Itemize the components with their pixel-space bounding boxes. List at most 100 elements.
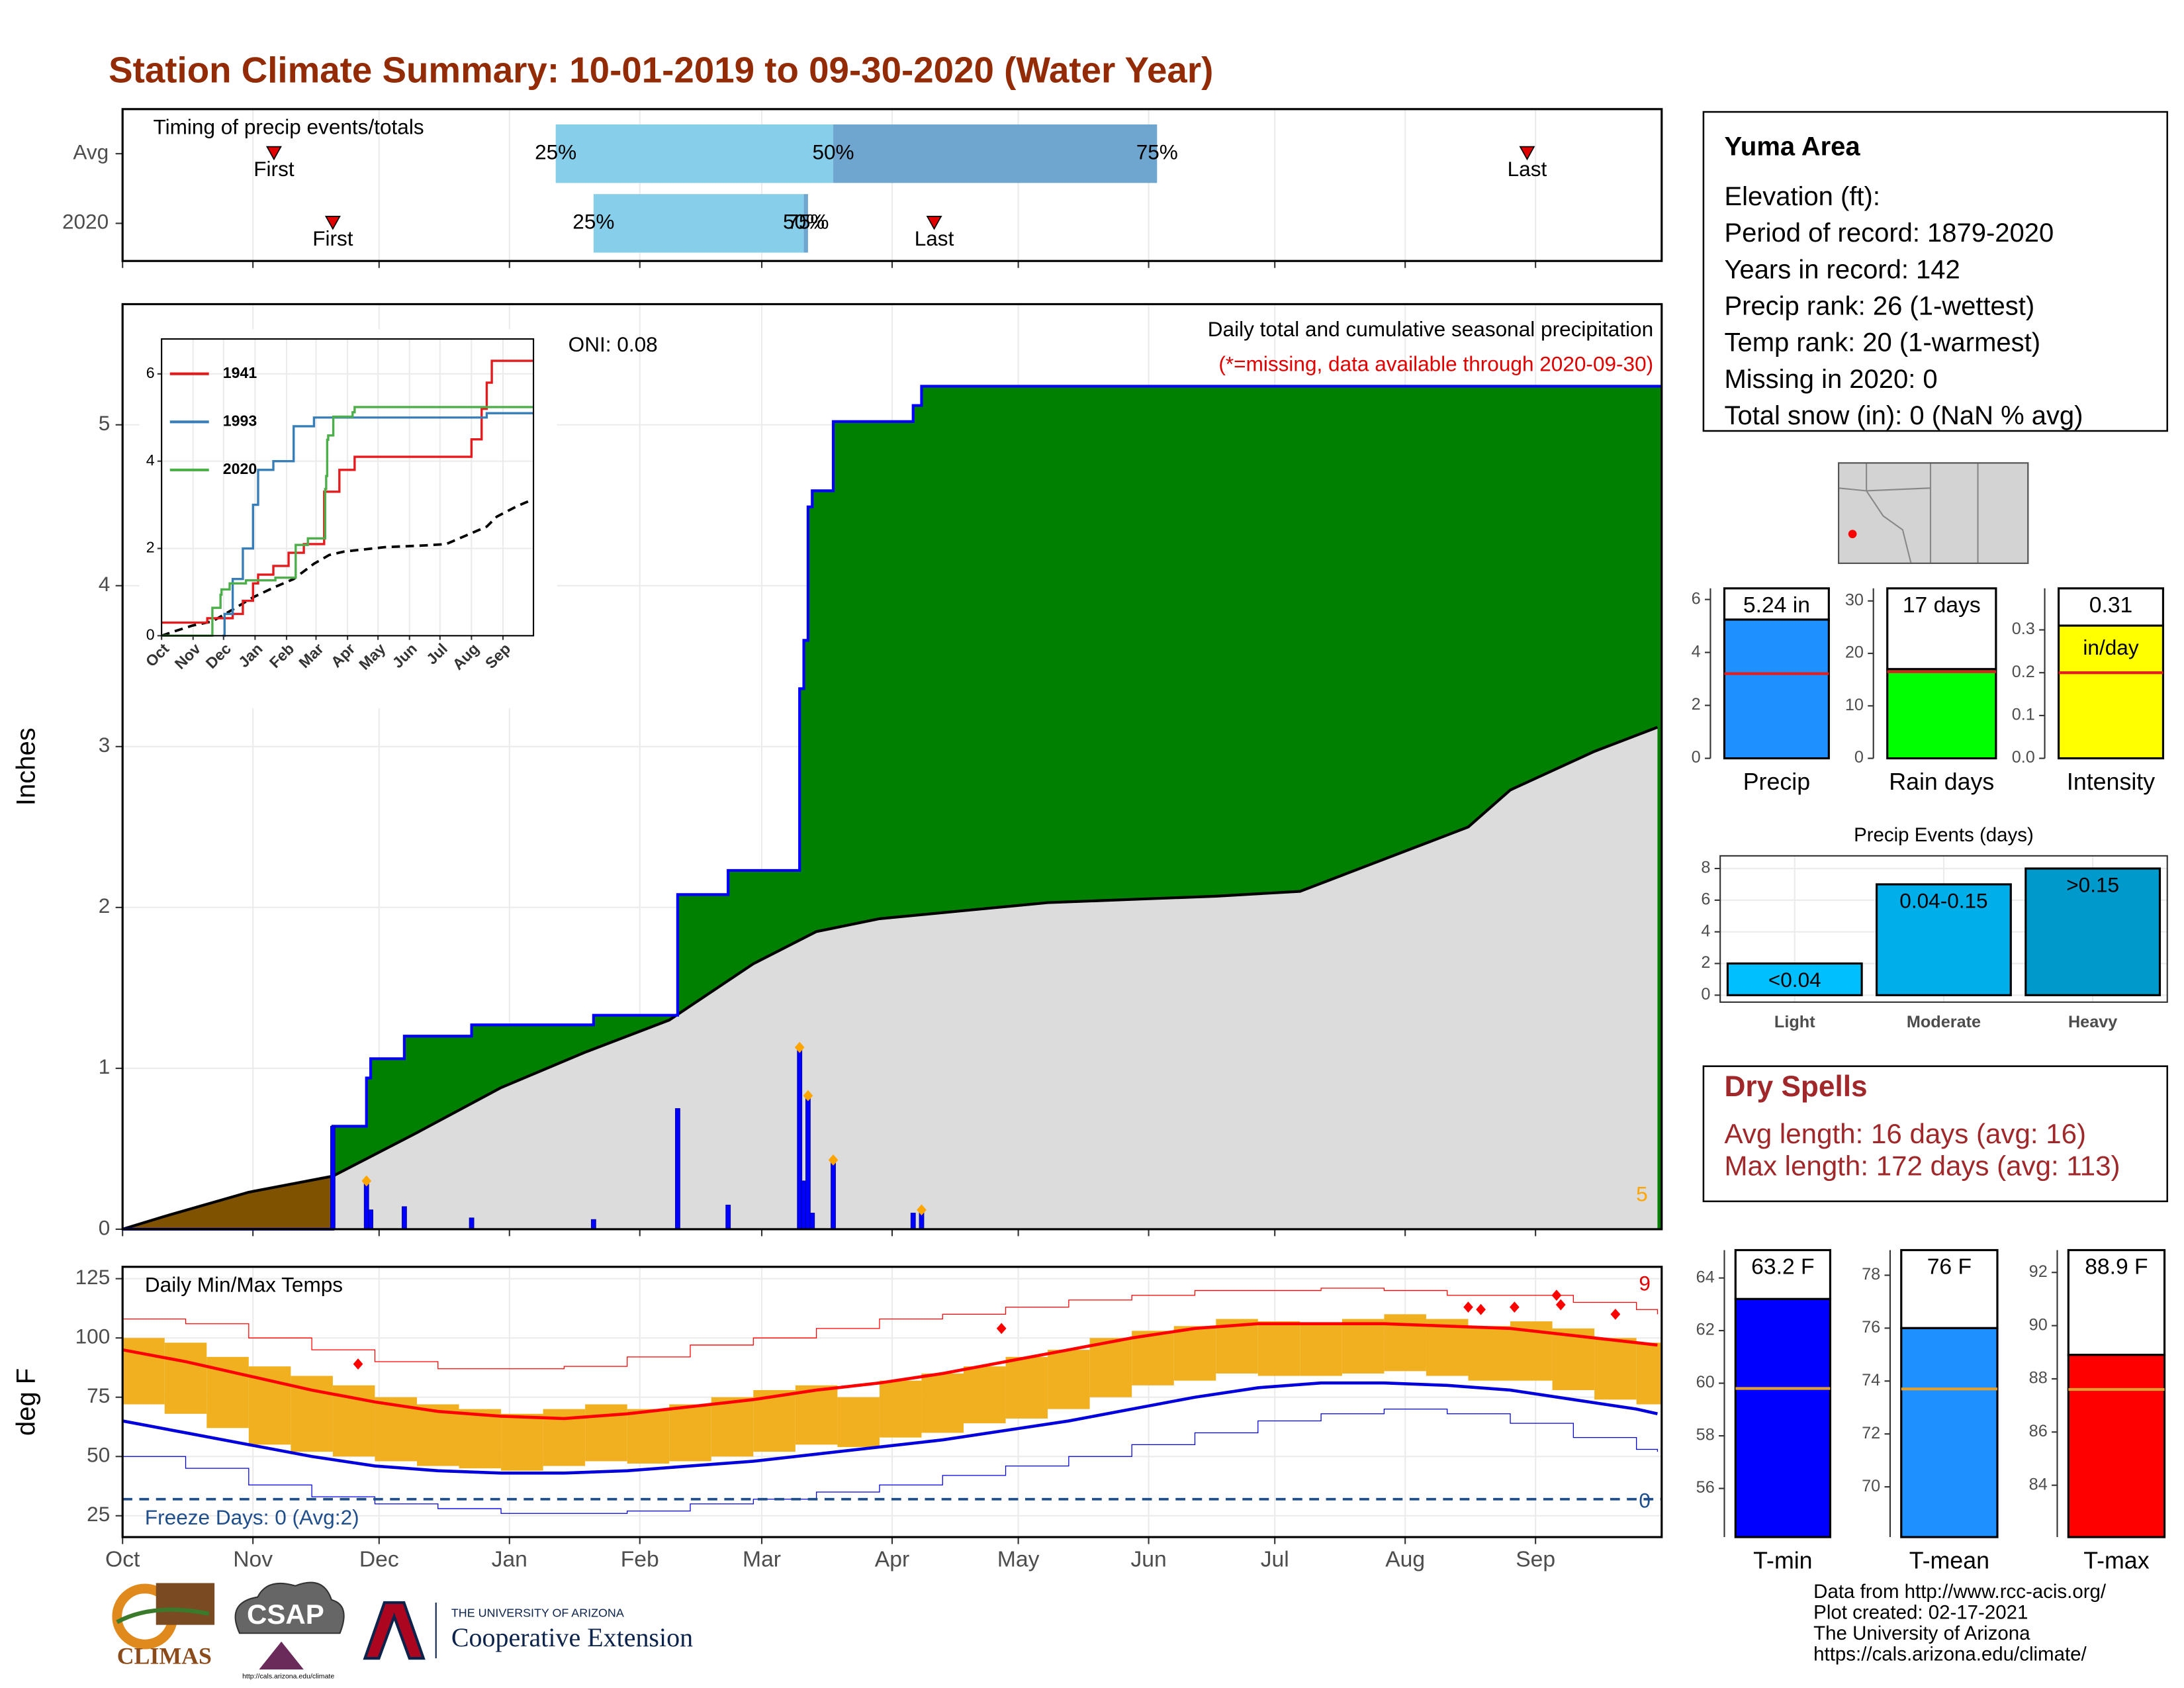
y-tick-label: 62: [1696, 1321, 1715, 1339]
row-label: 2020: [62, 210, 109, 234]
average-line: [122, 726, 1659, 1231]
y-tick-label: 6: [1692, 589, 1701, 608]
range-bar: [555, 124, 834, 183]
average-area: [122, 727, 1658, 1229]
event-marker: [324, 216, 341, 230]
events-title: Precip Events (days): [1854, 824, 2034, 846]
y-tick-label: 4: [99, 572, 111, 596]
temp-range-bar: [669, 1404, 711, 1462]
daily-bar: [368, 1209, 373, 1230]
daily-bar: [469, 1217, 475, 1230]
y-tick-label: 10: [1845, 696, 1864, 714]
y-tick-label: 92: [2029, 1262, 2048, 1281]
record-marker: [1551, 1289, 1562, 1301]
percent-label: 50%: [783, 210, 825, 234]
series-line: [161, 359, 534, 624]
temp-range-bar: [1089, 1338, 1132, 1397]
y-tick-label: 1: [99, 1055, 111, 1078]
daily-bar: [675, 1108, 680, 1230]
temp-range-bar: [837, 1397, 880, 1447]
y-tick-label: 4: [146, 451, 155, 469]
percent-label: 25%: [535, 140, 576, 164]
ua-logo: THE UNIVERSITY OF ARIZONA Cooperative Ex…: [363, 1601, 693, 1660]
climas-text: CLIMAS: [117, 1642, 212, 1669]
subtitle: Daily total and cumulative seasonal prec…: [1208, 317, 1653, 341]
x-tick-label: Light: [1774, 1013, 1815, 1031]
daily-bar: [910, 1213, 916, 1230]
plot-border: [121, 1266, 1663, 1538]
bar-label: Intensity: [2067, 769, 2155, 795]
daily-bar: [805, 1095, 811, 1230]
plot-border: [121, 108, 1663, 262]
range-bar: [803, 194, 808, 253]
x-tick-label: Oct: [105, 1548, 140, 1572]
y-tick-label: 0.0: [2012, 748, 2035, 767]
temp-range-bar: [964, 1366, 1006, 1424]
info-line: Missing in 2020: 0: [1724, 365, 1937, 394]
y-tick-label: 2: [1701, 953, 1710, 972]
y-tick-label: 0: [99, 1215, 111, 1239]
temp-range-bar: [753, 1389, 796, 1452]
temp-range-bar: [1426, 1319, 1469, 1376]
percent-label: 75%: [787, 210, 829, 234]
y-axis-title: deg F: [12, 1368, 41, 1436]
y-tick-label: 84: [2029, 1475, 2048, 1493]
temp-range-bar: [1300, 1323, 1342, 1376]
record-low-line: [122, 1409, 1659, 1514]
observed-line: [122, 385, 1662, 1231]
value-label: 0.31: [2089, 593, 2133, 618]
range-label: 0.04-0.15: [1899, 889, 1987, 913]
y-tick-label: 4: [1701, 921, 1710, 940]
y-tick-label: 56: [1696, 1478, 1715, 1497]
temp-range-bar: [1636, 1342, 1662, 1405]
daily-bar: [590, 1219, 596, 1230]
csap-url: http://cals.arizona.edu/climate: [242, 1672, 334, 1680]
y-tick-label: 0.1: [2012, 706, 2035, 724]
daily-bar: [797, 1047, 803, 1230]
record-marker: [1463, 1301, 1473, 1313]
y-axis-title: Inches: [12, 727, 41, 806]
bar: [1886, 668, 1997, 760]
label-box: [1886, 587, 1997, 671]
y-tick-label: 72: [1862, 1424, 1880, 1442]
label-box: [2058, 587, 2165, 627]
dry-spells-line: Max length: 172 days (avg: 113): [1724, 1150, 2120, 1181]
daily-bar: [801, 1180, 807, 1230]
range-label: >0.15: [2066, 873, 2119, 897]
y-tick-label: 6: [146, 364, 155, 381]
label-box: [1723, 587, 1830, 621]
info-line: Temp rank: 20 (1-warmest): [1724, 328, 2040, 357]
record-marker: [1476, 1303, 1486, 1315]
percent-label: 50%: [812, 140, 854, 164]
temp-range-bar: [921, 1373, 964, 1433]
y-tick-label: 100: [75, 1325, 111, 1348]
series-line: [222, 412, 534, 637]
daily-bar: [831, 1159, 836, 1230]
y-tick-label: 76: [1862, 1318, 1880, 1336]
y-tick-label: 2: [146, 539, 155, 556]
info-line: Total snow (in): 0 (NaN % avg): [1724, 401, 2083, 430]
x-tick-label: Jul: [1261, 1548, 1289, 1572]
temp-range-bar: [1048, 1350, 1090, 1409]
value-label: 76 F: [1927, 1255, 1972, 1280]
inset-border: [161, 338, 535, 637]
value-label: 5.24 in: [1743, 593, 1810, 618]
flag-marker: [794, 1041, 805, 1053]
normal-high-line: [122, 1322, 1658, 1421]
bar-label: T-mean: [1909, 1547, 1989, 1573]
ua-text: THE UNIVERSITY OF ARIZONA: [451, 1607, 624, 1620]
extension-text: Cooperative Extension: [451, 1622, 693, 1652]
temp-range-bar: [291, 1376, 333, 1452]
temp-range-bar: [1342, 1319, 1385, 1374]
x-tick-label: Jan: [492, 1548, 527, 1572]
bar: [1876, 883, 2012, 996]
y-tick-label: 6: [1701, 890, 1710, 909]
locator-map: [1838, 462, 2029, 564]
x-tick-label: Apr: [875, 1548, 909, 1572]
x-tick-label: Feb: [621, 1548, 659, 1572]
bar: [1723, 618, 1830, 760]
dry-spells-line: Avg length: 16 days (avg: 16): [1724, 1118, 2086, 1149]
x-tick-label: Dec: [359, 1548, 399, 1572]
daily-bar: [330, 1125, 336, 1230]
climas-logo: CLIMAS: [112, 1583, 215, 1669]
